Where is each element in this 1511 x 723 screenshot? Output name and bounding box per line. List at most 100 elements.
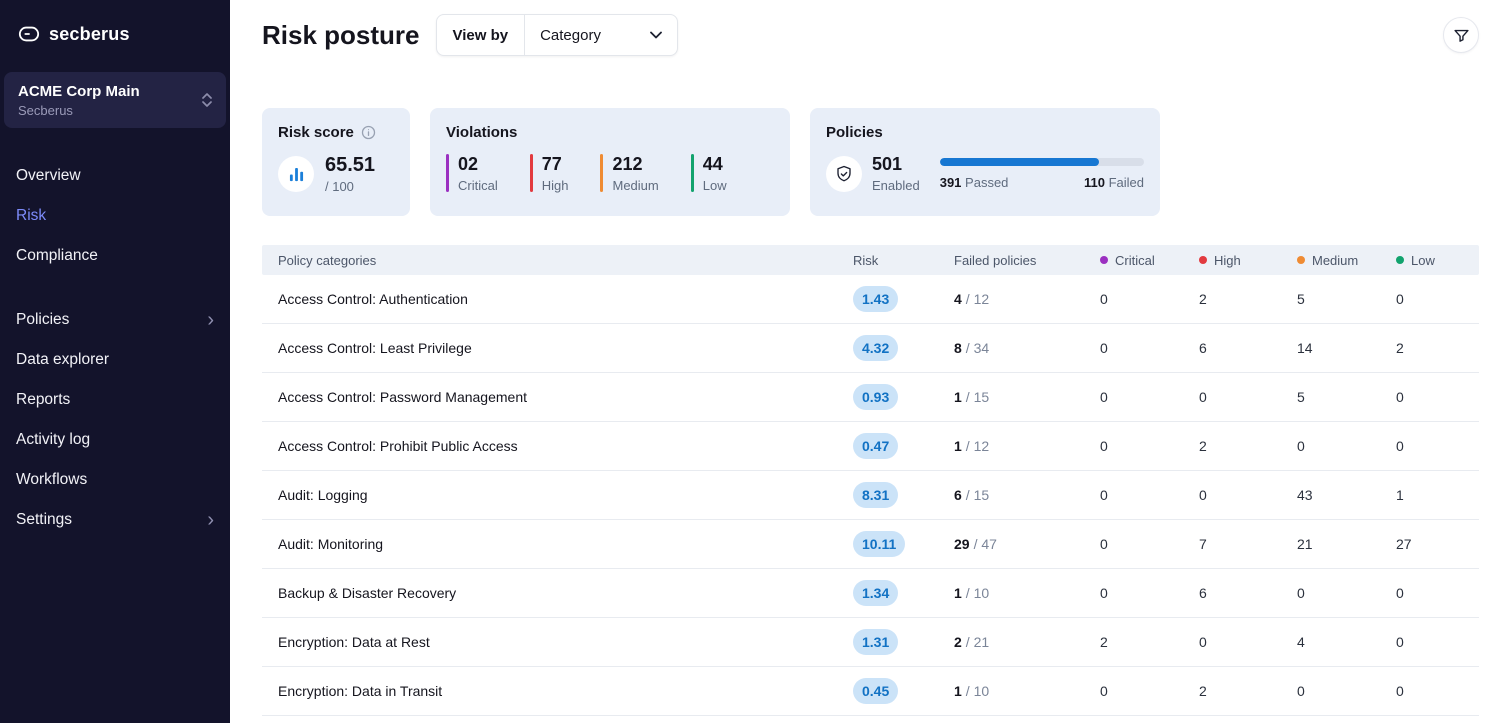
risk-badge: 1.31: [853, 629, 899, 655]
sidebar-item-label: Data explorer: [16, 351, 110, 368]
filter-button[interactable]: [1443, 17, 1479, 53]
sidebar-item-label: Activity log: [16, 431, 91, 448]
column-header-failed-policies: Failed policies: [954, 252, 1037, 268]
sidebar-item-activity-log[interactable]: Activity log: [16, 420, 214, 460]
table-row[interactable]: Encryption: Data in Transit 0.45 1/ 10 0…: [262, 667, 1479, 716]
critical-count: 0: [1100, 585, 1108, 601]
severity-dot-icon: [1199, 256, 1207, 264]
risk-score-denominator: / 100: [325, 179, 354, 194]
secberus-logo-icon: [18, 26, 40, 42]
low-count: 0: [1396, 291, 1404, 307]
risk-badge: 1.34: [853, 580, 899, 606]
violations-count: 212: [612, 154, 643, 174]
sidebar-item-risk[interactable]: Risk: [16, 196, 214, 236]
content: Risk score: [230, 70, 1511, 723]
critical-count: 2: [1100, 634, 1108, 650]
policies-enabled-count: 501: [872, 154, 903, 174]
violations-stat: 77 High: [529, 154, 568, 193]
high-count: 6: [1199, 340, 1207, 356]
sidebar-item-label: Workflows: [16, 471, 88, 488]
failed-total: / 34: [965, 340, 990, 356]
sidebar-item-overview[interactable]: Overview: [16, 156, 214, 196]
violations-count: 44: [702, 154, 723, 174]
sidebar-item-label: Compliance: [16, 247, 98, 264]
medium-count: 0: [1297, 585, 1305, 601]
failed-total: / 15: [965, 487, 990, 503]
sidebar-item-workflows[interactable]: Workflows: [16, 460, 214, 500]
critical-count: 0: [1100, 536, 1108, 552]
violations-count: 02: [458, 154, 479, 174]
category-cell: Backup & Disaster Recovery: [278, 585, 457, 601]
org-selector[interactable]: ACME Corp Main Secberus: [4, 72, 226, 128]
bar-chart-icon: [278, 156, 314, 192]
sidebar-item-policies[interactable]: Policies ›: [16, 300, 214, 340]
sidebar-item-reports[interactable]: Reports: [16, 380, 214, 420]
org-subtitle: Secberus: [18, 102, 73, 118]
sidebar: secberus ACME Corp Main Secberus Overvie…: [0, 0, 230, 723]
medium-count: 0: [1297, 438, 1305, 454]
page-title: Risk posture: [262, 19, 420, 50]
table-row[interactable]: Access Control: Authentication 1.43 4/ 1…: [262, 275, 1479, 324]
column-header-category: Policy categories: [278, 252, 377, 268]
severity-column-header: Critical: [1084, 245, 1183, 275]
violations-stat: 02 Critical: [446, 154, 498, 193]
table-row[interactable]: Backup & Disaster Recovery 1.34 1/ 10 0 …: [262, 569, 1479, 618]
view-by-label: View by: [437, 15, 526, 55]
sidebar-item-compliance[interactable]: Compliance: [16, 236, 214, 276]
severity-dot-icon: [1100, 256, 1108, 264]
high-count: 0: [1199, 634, 1207, 650]
low-count: 27: [1396, 536, 1412, 552]
table-header: Policy categories Risk Failed policies C…: [262, 245, 1479, 275]
severity-dot-icon: [1396, 256, 1404, 264]
view-by-select[interactable]: Category: [525, 15, 677, 55]
policies-title: Policies: [826, 124, 883, 141]
category-cell: Access Control: Password Management: [278, 389, 527, 405]
org-info: ACME Corp Main Secberus: [18, 83, 140, 118]
view-by-control[interactable]: View by Category: [435, 14, 679, 56]
violations-stat: 44 Low: [690, 154, 727, 193]
failed-count: 1: [954, 683, 962, 699]
violations-list: 02 Critical 77 High 212 Medium 44 Low: [446, 154, 774, 193]
sidebar-item-data-explorer[interactable]: Data explorer: [16, 340, 214, 380]
table-row[interactable]: Access Control: Prohibit Public Access 0…: [262, 422, 1479, 471]
high-count: 2: [1199, 438, 1207, 454]
category-cell: Access Control: Least Privilege: [278, 340, 472, 356]
risk-badge: 0.47: [853, 433, 899, 459]
table-row[interactable]: Audit: Logging 8.31 6/ 15 0 0 43 1: [262, 471, 1479, 520]
org-name: ACME Corp Main: [18, 82, 140, 100]
category-cell: Audit: Logging: [278, 487, 368, 503]
policies-progress-bar: [939, 157, 1144, 166]
chevron-up-down-icon: [202, 93, 212, 107]
medium-count: 5: [1297, 389, 1305, 405]
info-icon[interactable]: [361, 125, 376, 140]
chevron-down-icon: [650, 31, 662, 39]
failed-total: / 15: [965, 389, 990, 405]
policies-failed: 110 Failed: [1083, 174, 1144, 190]
violations-label: Critical: [458, 178, 498, 193]
high-count: 7: [1199, 536, 1207, 552]
medium-count: 21: [1297, 536, 1313, 552]
failed-total: / 12: [965, 291, 990, 307]
violations-label: Low: [702, 178, 727, 193]
high-count: 0: [1199, 487, 1207, 503]
table-row[interactable]: Access Control: Password Management 0.93…: [262, 373, 1479, 422]
risk-badge: 0.93: [853, 384, 899, 410]
medium-count: 0: [1297, 683, 1305, 699]
filter-funnel-icon: [1453, 29, 1469, 42]
high-count: 2: [1199, 683, 1207, 699]
table-row[interactable]: Access Control: Least Privilege 4.32 8/ …: [262, 324, 1479, 373]
critical-count: 0: [1100, 487, 1108, 503]
failed-count: 1: [954, 438, 962, 454]
sidebar-item-settings[interactable]: Settings ›: [16, 500, 214, 540]
failed-count: 8: [954, 340, 962, 356]
risk-score-value: 65.51: [325, 154, 376, 176]
critical-count: 0: [1100, 683, 1108, 699]
failed-total: / 47: [973, 536, 997, 552]
sidebar-item-label: Policies: [16, 311, 70, 328]
risk-badge: 0.45: [853, 678, 899, 704]
table-row[interactable]: Audit: Monitoring 10.11 29/ 47 0 7 21 27: [262, 520, 1479, 569]
table-row[interactable]: Encryption: Data at Rest 1.31 2/ 21 2 0 …: [262, 618, 1479, 667]
failed-count: 4: [954, 291, 962, 307]
table-row[interactable]: [262, 716, 1479, 723]
failed-count: 2: [954, 634, 962, 650]
